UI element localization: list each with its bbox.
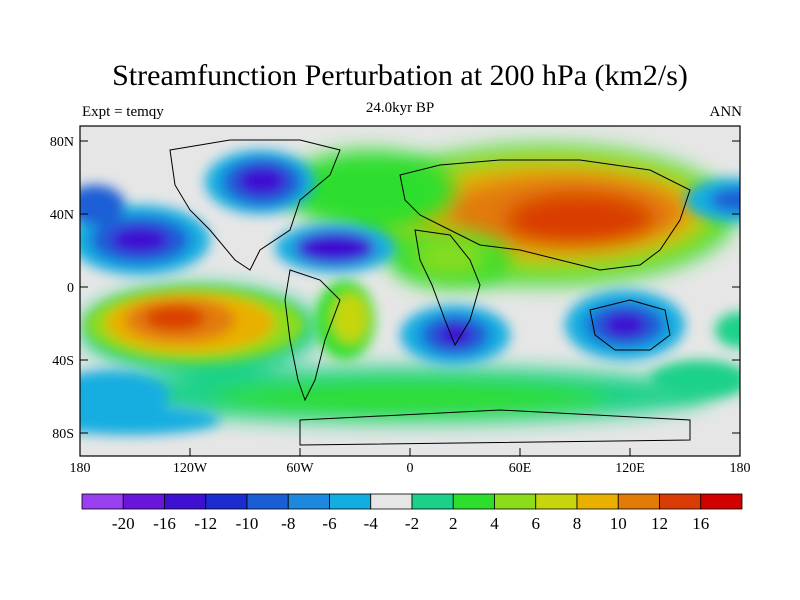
colorbar-swatch [164, 493, 207, 510]
north-america-low [205, 150, 315, 214]
colorbar-swatch [329, 493, 372, 510]
south-pacific-high [85, 287, 305, 363]
colorbar-swatch [370, 493, 413, 510]
colorbar-swatch [535, 493, 578, 510]
lat-label: 80N [50, 135, 74, 150]
colorbar-label: -10 [236, 514, 259, 533]
colorbar-label: 8 [573, 514, 582, 533]
colorbar: -20 -16 -12 -10 -8 -6 -4 -2 2 4 6 8 10 12 16 [81, 493, 743, 533]
lon-label: 120E [615, 461, 645, 476]
north-pacific-low [80, 185, 210, 275]
colorbar-label: 2 [449, 514, 458, 533]
lon-label: 120W [173, 461, 208, 476]
colorbar-label: -16 [153, 514, 176, 533]
longitude-labels: 180 120W 60W 0 60E 120E 180 [70, 461, 751, 476]
lon-label: 60W [286, 461, 314, 476]
colorbar-label: 6 [532, 514, 541, 533]
colorbar-swatch [205, 493, 248, 510]
experiment-label: Expt = temqy [82, 104, 164, 120]
colorbar-swatch [411, 493, 454, 510]
period-label: 24.0kyr BP [365, 100, 435, 116]
colorbar-swatch [576, 493, 619, 510]
colorbar-label: 16 [692, 514, 709, 533]
lon-label: 60E [509, 461, 532, 476]
lat-label: 0 [67, 281, 74, 296]
lon-label: 180 [70, 461, 91, 476]
colorbar-swatch [287, 493, 330, 510]
colorbar-label: -20 [112, 514, 135, 533]
lat-label: 40N [50, 208, 74, 223]
lat-label: 40S [52, 354, 74, 369]
colorbar-swatch [494, 493, 537, 510]
season-label: ANN [709, 104, 743, 120]
colorbar-swatch [452, 493, 495, 510]
colorbar-label: -4 [364, 514, 379, 533]
lat-label: 80S [52, 427, 74, 442]
latitude-labels: 80N 40N 0 40S 80S [50, 135, 74, 442]
colorbar-label: -6 [322, 514, 336, 533]
coastlines [169, 139, 691, 446]
axis-ticks [79, 140, 741, 456]
colorbar-swatch [246, 493, 289, 510]
colorbar-label: -2 [405, 514, 419, 533]
south-africa-low [400, 305, 510, 365]
atlantic-low [275, 223, 395, 273]
colorbar-label: 4 [490, 514, 499, 533]
colorbar-label: 10 [610, 514, 627, 533]
lon-label: 180 [730, 461, 751, 476]
colorbar-label: 12 [651, 514, 668, 533]
lon-label: 0 [407, 461, 414, 476]
colorbar-swatch [700, 493, 743, 510]
colorbar-label: -12 [194, 514, 217, 533]
colorbar-label: -8 [281, 514, 295, 533]
colorbar-swatch [81, 493, 124, 510]
map-title: Streamfunction Perturbation at 200 hPa (… [112, 59, 688, 92]
colorbar-swatch [122, 493, 165, 510]
colorbar-swatch [617, 493, 660, 510]
colorbar-swatch [659, 493, 702, 510]
